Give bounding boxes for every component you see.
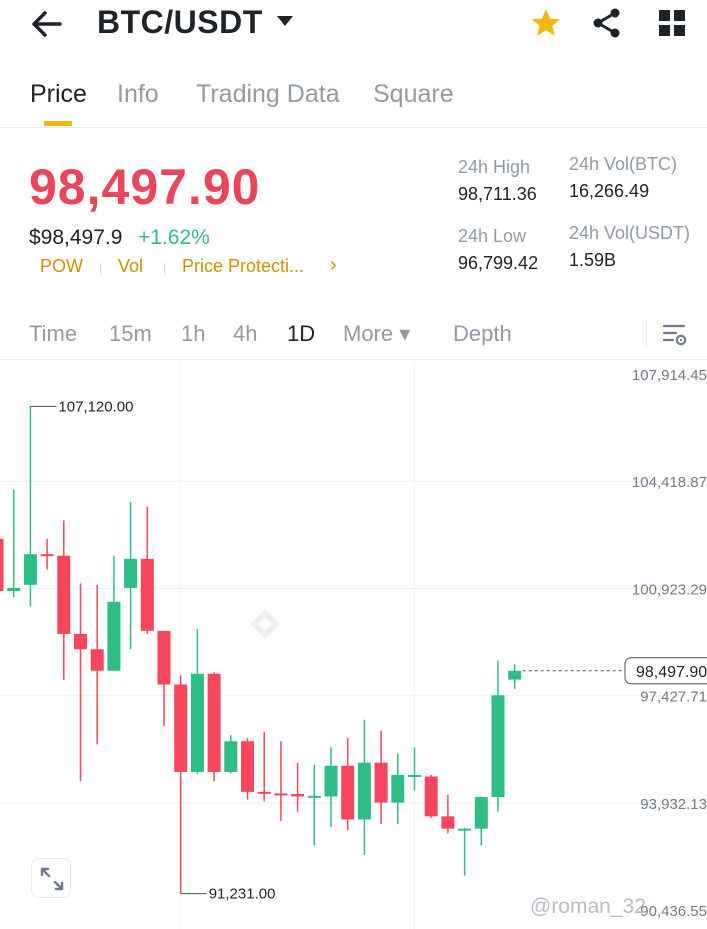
candle-body [241,741,254,792]
tab-trading-data[interactable]: Trading Data [196,80,340,108]
fiat-price: $98,497.9 [29,226,123,249]
tab-bar: Price Info Trading Data Square [0,72,707,128]
tag-vol[interactable]: Vol [118,256,144,276]
timeframe-1h[interactable]: 1h [181,321,206,346]
candle-body [57,555,71,634]
grid-icon[interactable] [658,9,686,37]
candle-body [74,633,87,650]
tag-pow[interactable]: POW [40,256,83,276]
high-label: 24h High [458,157,531,177]
last-price: 98,497.90 [29,159,261,215]
tag-divider [100,263,101,275]
depth-tab[interactable]: Depth [453,321,512,346]
candle-body [324,765,338,797]
candle-body [207,673,221,772]
candle-body [424,776,438,817]
chart-settings-icon[interactable] [662,322,688,348]
candle-body [190,673,204,772]
timeframe-15m[interactable]: 15m [109,321,152,346]
y-axis-label: 107,914.45 [632,367,707,384]
y-axis-label: 93,932.13 [640,796,707,813]
chart-canvas[interactable]: 107,914.45 104,418.87 100,923.29 97,427.71 9… [0,361,707,929]
tab-price[interactable]: Price [30,80,87,108]
toolbar-divider [646,320,647,348]
candle-body [307,795,321,798]
candle-body [174,684,188,772]
expand-icon [40,867,64,891]
candle-body [274,793,288,796]
y-axis-label: 90,436.55 [640,903,707,920]
pair-title[interactable]: BTC/USDT [97,4,263,40]
candle-body [7,587,21,591]
candle-body [474,797,488,829]
candlestick-chart[interactable]: 107,914.45 104,418.87 100,923.29 97,427.71 9… [0,361,707,929]
tab-info[interactable]: Info [117,80,159,108]
timeframe-time[interactable]: Time [29,321,78,346]
min-price-label: 91,231.00 [209,886,276,903]
caret-down-icon[interactable] [276,14,294,28]
candle-body [257,791,271,794]
timeframe-4h[interactable]: 4h [233,321,258,346]
candle-body [23,554,37,585]
arrow-left-icon[interactable] [30,8,64,40]
max-price-label: 107,120.00 [58,398,133,415]
candle-body [357,762,371,820]
tab-square[interactable]: Square [373,80,454,108]
timeframe-1d[interactable]: 1D [287,321,316,346]
candle-body [491,695,505,798]
candle-body [458,828,472,831]
candle-body [90,649,104,671]
user-watermark: @roman_32 [530,895,646,918]
candle-body [40,554,54,557]
candle-body [291,793,305,797]
current-price-box [624,657,707,685]
candle-body [441,816,455,829]
share-icon[interactable] [591,7,623,39]
chevron-right-icon[interactable]: › [330,254,337,276]
candle-body [391,774,405,803]
price-change: +1.62% [138,226,210,249]
exchange-logo-watermark [250,609,280,639]
candle-body [341,765,355,820]
vol-usdt-label: 24h Vol(USDT) [569,223,691,243]
candle-body [140,558,154,631]
y-axis-label: 104,418.87 [632,474,707,491]
top-bar: BTC/USDT [0,0,707,50]
current-price-label: 98,497.90 [636,664,707,681]
active-tab-indicator [44,121,72,126]
timeframe-more[interactable]: More ▾ [343,321,411,346]
tag-price-protection[interactable]: Price Protecti... [182,256,305,276]
vol-usdt-value: 1.59B [569,250,617,270]
vol-btc-label: 24h Vol(BTC) [569,154,678,174]
candle-body [157,630,171,685]
star-icon[interactable] [530,7,562,39]
candle-body [107,601,121,671]
timeframe-bar: Time 15m 1h 4h 1D More ▾ Depth [0,312,707,360]
high-value: 98,711.36 [458,184,537,204]
candle-body [224,741,238,772]
candle-body [0,538,4,591]
candle-body [374,762,388,803]
candle-body [508,670,522,680]
y-axis-label: 97,427.71 [640,689,707,706]
vol-btc-value: 16,266.49 [569,181,650,201]
low-label: 24h Low [458,226,527,246]
candle-body [124,558,138,588]
y-axis-label: 100,923.29 [632,581,707,598]
candle-body [408,774,421,777]
expand-button[interactable] [31,858,71,898]
tag-divider [164,263,165,275]
low-value: 96,799.42 [458,253,539,273]
